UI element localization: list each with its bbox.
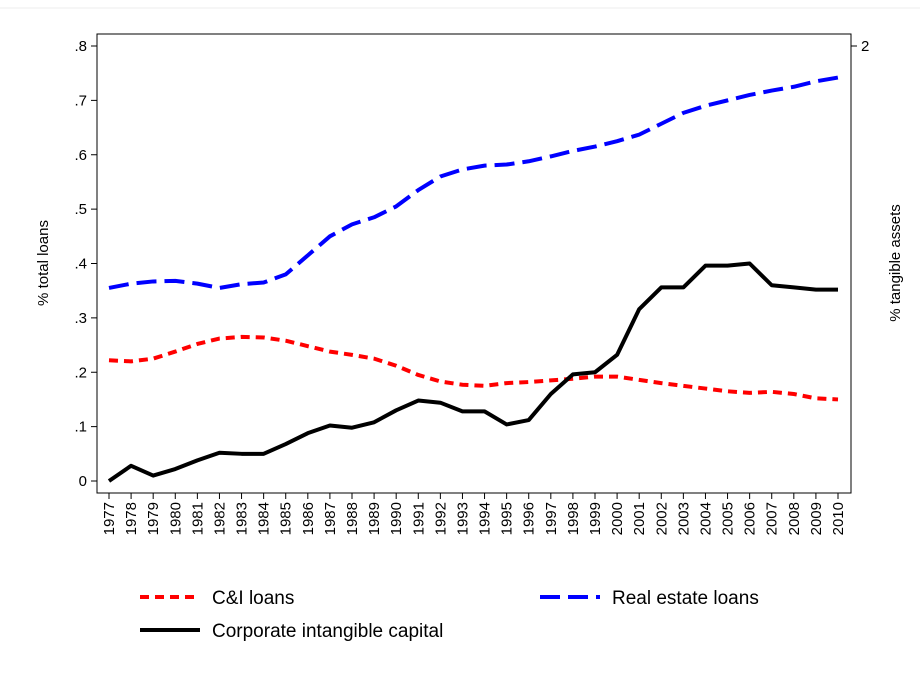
- x-tick-label: 1985: [278, 502, 295, 535]
- y2-tick-label: 2: [861, 38, 869, 55]
- x-tick-label: 2009: [808, 502, 825, 535]
- x-tick-label: 2000: [609, 502, 626, 535]
- y-tick-label: .2: [74, 364, 87, 381]
- x-tick-label: 2004: [697, 502, 714, 535]
- x-tick-label: 2007: [764, 502, 781, 535]
- x-tick-label: 2006: [742, 502, 759, 535]
- y-tick-label: .6: [74, 147, 87, 164]
- y-tick-label: .8: [74, 38, 87, 55]
- x-tick-label: 1995: [499, 502, 516, 535]
- x-tick-label: 1986: [300, 502, 317, 535]
- x-tick-label: 2003: [675, 502, 692, 535]
- x-tick-label: 1983: [234, 502, 251, 535]
- x-tick-label: 1997: [543, 502, 560, 535]
- y-tick-label: 0: [79, 473, 87, 490]
- legend-label: C&I loans: [212, 588, 294, 609]
- x-tick-label: 1981: [189, 502, 206, 535]
- y-tick-label: .5: [74, 201, 87, 218]
- x-tick-label: 1980: [167, 502, 184, 535]
- x-tick-label: 1994: [477, 502, 494, 535]
- x-tick-label: 1992: [432, 502, 449, 535]
- x-tick-label: 1978: [123, 502, 140, 535]
- x-tick-label: 2008: [786, 502, 803, 535]
- x-tick-label: 1984: [256, 502, 273, 535]
- y-axis-label: % total loans: [35, 220, 52, 306]
- series-line: [108, 75, 839, 290]
- x-tick-label: 1982: [211, 502, 228, 535]
- series-line: [108, 334, 839, 402]
- x-tick-label: 1988: [344, 502, 361, 535]
- x-tick-label: 1977: [101, 502, 118, 535]
- y2-axis-label: % tangible assets: [887, 204, 904, 322]
- y-tick-label: .3: [74, 310, 87, 327]
- x-tick-label: 1991: [410, 502, 427, 535]
- x-tick-label: 1996: [521, 502, 538, 535]
- legend-label: Real estate loans: [612, 588, 759, 609]
- x-tick-label: 2002: [653, 502, 670, 535]
- x-tick-label: 1979: [145, 502, 162, 535]
- x-tick-label: 2001: [631, 502, 648, 535]
- x-tick-label: 2010: [830, 502, 847, 535]
- x-tick-label: 1998: [565, 502, 582, 535]
- x-tick-label: 1993: [454, 502, 471, 535]
- y-tick-label: .1: [74, 419, 87, 436]
- y-tick-label: .7: [74, 92, 87, 109]
- x-tick-label: 2005: [720, 502, 737, 535]
- x-tick-label: 1987: [322, 502, 339, 535]
- legend-label: Corporate intangible capital: [212, 621, 443, 642]
- series-line: [107, 261, 838, 483]
- x-tick-label: 1989: [366, 502, 383, 535]
- x-tick-label: 1990: [388, 502, 405, 535]
- y-tick-label: .4: [74, 256, 87, 273]
- x-tick-label: 1999: [587, 502, 604, 535]
